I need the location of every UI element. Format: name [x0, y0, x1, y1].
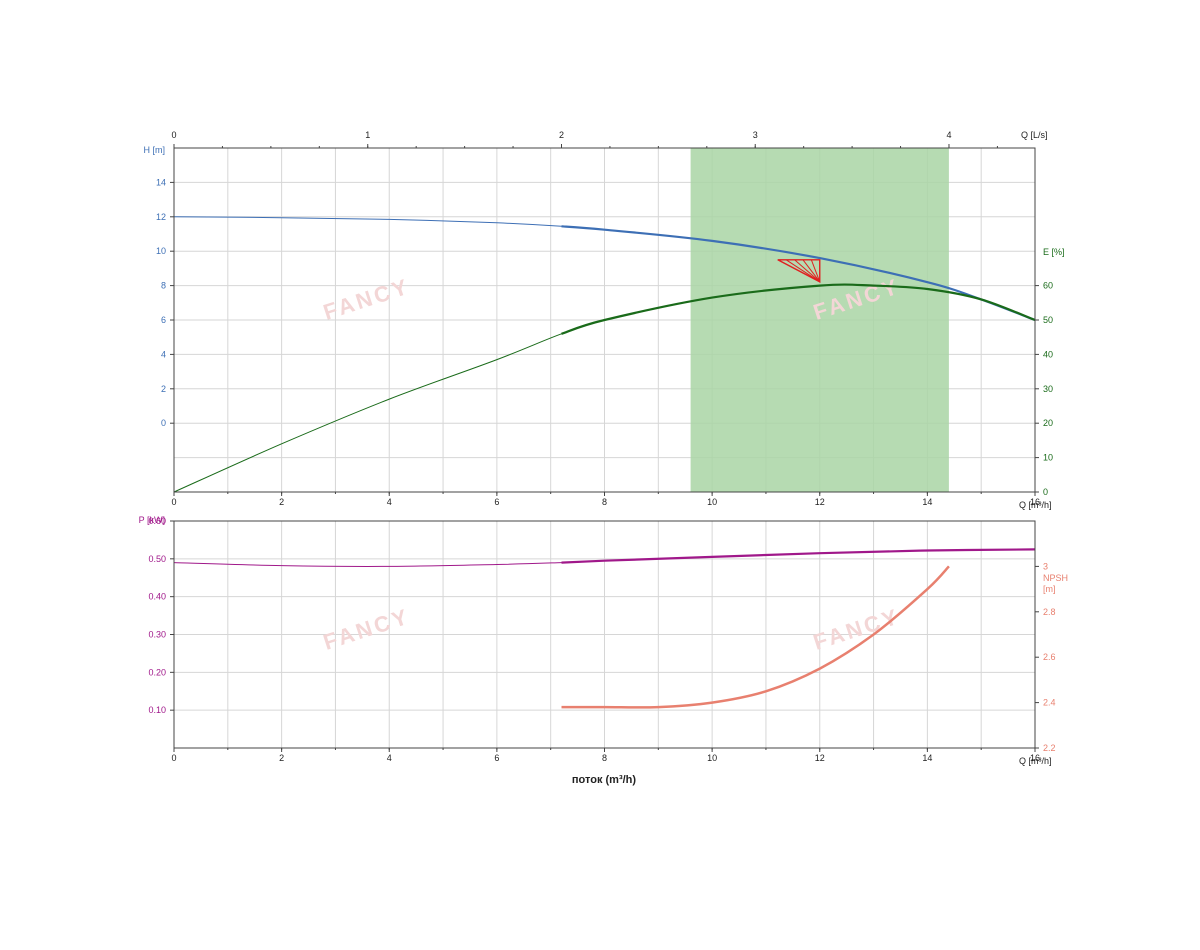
series-line-npsh [561, 566, 950, 708]
y-tick-label: 0.20 [148, 667, 166, 677]
lower-y2-axis-label: NPSH [1043, 573, 1068, 583]
x-tick-label: 12 [815, 753, 825, 763]
series-layer [173, 216, 1036, 709]
y2-tick-label: 0 [1043, 487, 1048, 497]
upper-x2-axis-label: Q [L/s] [1021, 130, 1048, 140]
x-tick-label: 14 [922, 497, 932, 507]
y-tick-label: 0.40 [148, 592, 166, 602]
x-tick-label: 2 [279, 753, 284, 763]
x-tick-label: 12 [815, 497, 825, 507]
x-tick-label: 8 [602, 497, 607, 507]
y-tick-label: 6 [161, 315, 166, 325]
y-tick-label: 2 [161, 384, 166, 394]
y2-tick-label: 30 [1043, 384, 1053, 394]
series-line-npsh-operating [561, 565, 950, 709]
upper-y2-axis-label: E [%] [1043, 247, 1065, 257]
watermark-logo: FANCY [320, 273, 413, 324]
lower-y2-axis-unit: [m] [1043, 584, 1056, 594]
x2-tick-label: 0 [171, 130, 176, 140]
x2-tick-label: 2 [559, 130, 564, 140]
y2-tick-label: 40 [1043, 349, 1053, 359]
upper-y-axis-label: H [m] [144, 145, 166, 155]
y2-tick-label: 2.8 [1043, 607, 1056, 617]
y-tick-label: 0 [161, 418, 166, 428]
y2-tick-label: 10 [1043, 453, 1053, 463]
y2-tick-label: 2.2 [1043, 743, 1056, 753]
operating-range-band [690, 148, 949, 492]
y-tick-label: 0.10 [148, 705, 166, 715]
y2-tick-label: 3 [1043, 561, 1048, 571]
x-tick-label: 16 [1030, 753, 1040, 763]
duty-point-marker [777, 259, 821, 283]
x-tick-label: 10 [707, 497, 717, 507]
x-tick-label: 10 [707, 753, 717, 763]
y-tick-label: 0.50 [148, 554, 166, 564]
y-tick-label: 14 [156, 177, 166, 187]
x-tick-label: 6 [494, 753, 499, 763]
series-line-p-operating [561, 548, 1036, 564]
x-tick-label: 16 [1030, 497, 1040, 507]
y-tick-label: 12 [156, 212, 166, 222]
watermark-logo: FANCY [320, 603, 413, 654]
y2-tick-label: 60 [1043, 281, 1053, 291]
lower-x-axis-title: поток (m³/h) [572, 774, 636, 786]
y2-tick-label: 2.6 [1043, 652, 1056, 662]
x2-tick-label: 4 [946, 130, 951, 140]
x2-tick-label: 1 [365, 130, 370, 140]
lower-x-axis-label: Q [m³/h] [1019, 756, 1052, 766]
x-tick-label: 2 [279, 497, 284, 507]
y-tick-label: 10 [156, 246, 166, 256]
y2-tick-label: 2.4 [1043, 698, 1056, 708]
y-tick-label: 0.30 [148, 630, 166, 640]
band-layer [690, 148, 949, 492]
x-tick-label: 0 [171, 753, 176, 763]
x-tick-label: 4 [387, 753, 392, 763]
tick-layer: 0 2 4 6 8 10 12 14 160 1 2 3 40246810121401020304050… [148, 130, 1055, 763]
y2-tick-label: 20 [1043, 418, 1053, 428]
upper-x-axis-label: Q [m³/h] [1019, 500, 1052, 510]
x-tick-label: 6 [494, 497, 499, 507]
x-tick-label: 8 [602, 753, 607, 763]
x2-tick-label: 3 [753, 130, 758, 140]
y-tick-label: 4 [161, 349, 166, 359]
series-line-e-operating [561, 283, 1036, 335]
x-tick-label: 4 [387, 497, 392, 507]
x-tick-label: 14 [922, 753, 932, 763]
lower-y-axis-label: P [kW] [139, 515, 165, 525]
y-tick-label: 0.60 [148, 516, 166, 526]
x-tick-label: 0 [171, 497, 176, 507]
y2-tick-label: 50 [1043, 315, 1053, 325]
y-tick-label: 8 [161, 281, 166, 291]
